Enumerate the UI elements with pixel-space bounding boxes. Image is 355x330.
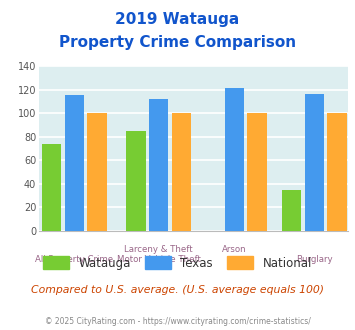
Bar [171,113,191,231]
Bar [65,95,84,231]
Text: Larceny & Theft: Larceny & Theft [124,245,193,254]
Text: Burglary: Burglary [296,254,333,264]
Text: © 2025 CityRating.com - https://www.cityrating.com/crime-statistics/: © 2025 CityRating.com - https://www.city… [45,317,310,326]
Bar [327,113,346,231]
Bar [87,113,107,231]
Text: Property Crime Comparison: Property Crime Comparison [59,35,296,50]
Bar [305,94,324,231]
Bar [42,144,61,231]
Bar [282,190,301,231]
Text: Arson: Arson [222,245,247,254]
Bar [225,88,244,231]
Bar [149,99,168,231]
Text: 2019 Watauga: 2019 Watauga [115,12,240,26]
Legend: Watauga, Texas, National: Watauga, Texas, National [38,252,317,275]
Bar [247,113,267,231]
Text: All Property Crime: All Property Crime [36,254,114,264]
Bar [126,131,146,231]
Text: Compared to U.S. average. (U.S. average equals 100): Compared to U.S. average. (U.S. average … [31,285,324,295]
Text: Motor Vehicle Theft: Motor Vehicle Theft [116,254,201,264]
